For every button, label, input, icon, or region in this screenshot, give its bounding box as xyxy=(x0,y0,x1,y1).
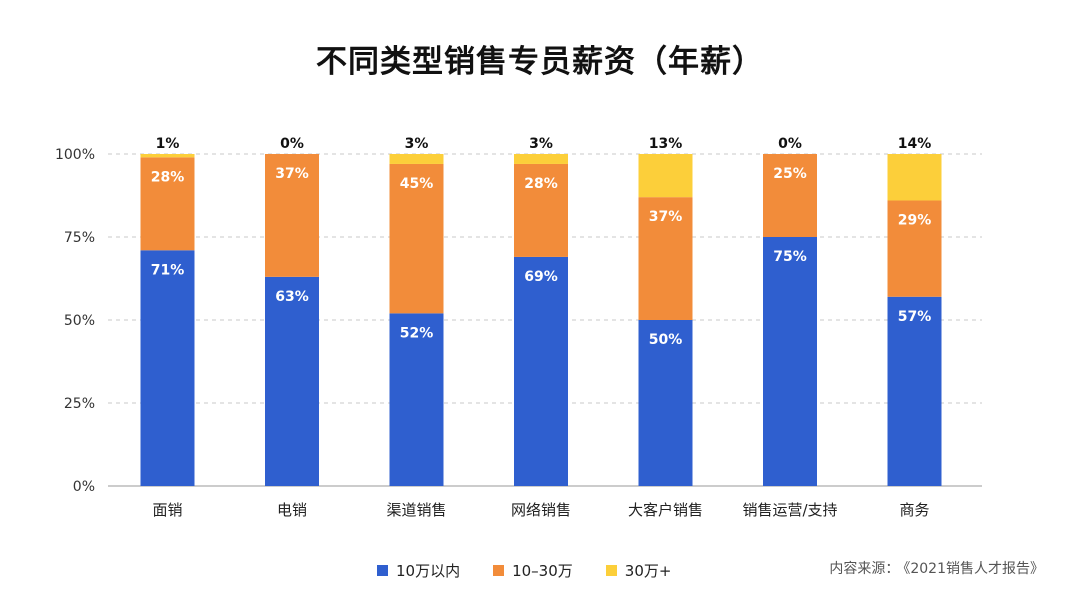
bar-segment-1 xyxy=(389,163,444,314)
data-label-series-0: 69% xyxy=(524,269,558,285)
bar-segment-2 xyxy=(389,154,444,164)
legend-swatch-series-1 xyxy=(493,565,505,576)
x-tick-label: 网络销售 xyxy=(511,501,571,519)
bar-segment-0 xyxy=(638,320,693,486)
legend-label-series-2: 30万+ xyxy=(624,562,672,580)
bar-segment-2 xyxy=(887,154,942,201)
bar-segment-0 xyxy=(265,276,319,486)
data-label-series-1: 37% xyxy=(275,166,309,182)
source-label: 内容来源： xyxy=(829,561,900,577)
chart-title: 不同类型销售专员薪资（年薪） xyxy=(316,44,764,80)
data-label-series-1: 45% xyxy=(400,176,434,192)
legend-item-series-1: 10–30万 xyxy=(493,560,573,581)
data-label-series-2: 1% xyxy=(156,136,180,152)
data-label-series-0: 63% xyxy=(275,289,309,305)
y-tick-label: 75% xyxy=(64,230,95,246)
data-label-series-0: 50% xyxy=(649,332,683,348)
data-label-series-1: 37% xyxy=(649,209,683,225)
bar-segment-0 xyxy=(887,296,942,486)
data-label-series-2: 14% xyxy=(898,136,932,152)
data-label-series-0: 52% xyxy=(400,325,434,341)
y-tick-label: 100% xyxy=(55,147,95,163)
data-label-series-1: 25% xyxy=(773,166,807,182)
source-text: 《2021销售人才报告》 xyxy=(903,561,1044,577)
x-tick-label: 销售运营/支持 xyxy=(742,501,837,519)
data-label-series-2: 0% xyxy=(280,136,304,152)
legend-swatch-series-2 xyxy=(605,565,617,576)
bar-segment-2 xyxy=(140,154,195,158)
data-label-series-2: 3% xyxy=(529,136,553,152)
x-tick-label: 电销 xyxy=(277,501,307,519)
legend-item-series-0: 10万以内 xyxy=(377,560,460,581)
chart-legend: 10万以内 10–30万 30万+ xyxy=(377,560,704,581)
y-tick-label: 0% xyxy=(73,479,95,495)
legend-label-series-0: 10万以内 xyxy=(396,562,461,580)
bar-segment-0 xyxy=(140,250,195,486)
bar-segment-0 xyxy=(389,313,444,486)
legend-swatch-series-0 xyxy=(377,565,388,576)
bar-segment-2 xyxy=(638,154,693,198)
data-label-series-0: 57% xyxy=(898,309,932,325)
y-tick-label: 25% xyxy=(64,396,95,412)
bar-segment-1 xyxy=(887,200,942,297)
x-tick-label: 大客户销售 xyxy=(628,501,703,519)
bar-segment-1 xyxy=(514,163,568,257)
data-label-series-0: 75% xyxy=(773,249,807,265)
bar-segment-1 xyxy=(140,157,195,251)
data-label-series-2: 0% xyxy=(778,136,802,152)
legend-item-series-2: 30万+ xyxy=(605,560,672,581)
data-label-series-2: 3% xyxy=(405,136,429,152)
data-label-series-2: 13% xyxy=(649,136,683,152)
bar-segment-0 xyxy=(763,237,817,486)
data-label-series-1: 28% xyxy=(151,169,185,185)
data-label-series-1: 28% xyxy=(524,176,558,192)
bar-segment-1 xyxy=(763,154,817,237)
x-tick-label: 渠道销售 xyxy=(386,501,446,519)
x-tick-label: 面销 xyxy=(152,501,182,519)
data-label-series-1: 29% xyxy=(898,212,932,228)
source-note: 内容来源： 《2021销售人才报告》 xyxy=(829,558,1044,578)
x-tick-label: 商务 xyxy=(899,501,929,519)
y-tick-label: 50% xyxy=(64,313,95,329)
legend-label-series-1: 10–30万 xyxy=(512,562,573,580)
stacked-bar-chart: 0% 25% 50% 75% 100% 71% 28% 1% 面销 63% 37% 0% 电销 52% 45… xyxy=(55,136,982,519)
bar-segment-1 xyxy=(265,154,319,277)
bar-segment-2 xyxy=(514,154,568,164)
bar-segment-1 xyxy=(638,197,693,320)
data-label-series-0: 71% xyxy=(151,262,185,278)
bar-segment-0 xyxy=(514,256,568,486)
